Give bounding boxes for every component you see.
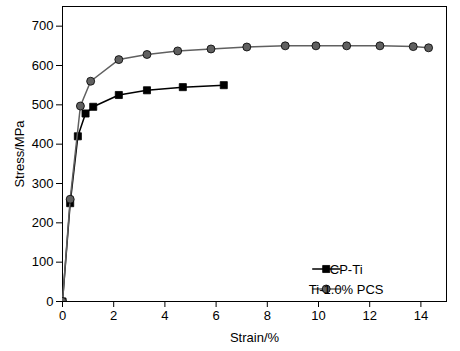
svg-text:200: 200 — [32, 215, 54, 230]
svg-text:0: 0 — [46, 294, 53, 309]
svg-text:300: 300 — [32, 176, 54, 191]
svg-text:4: 4 — [161, 308, 168, 323]
svg-text:0: 0 — [59, 308, 66, 323]
svg-text:700: 700 — [32, 18, 54, 33]
svg-text:10: 10 — [311, 308, 325, 323]
svg-text:Ti-1.0% PCS: Ti-1.0% PCS — [309, 282, 384, 297]
svg-text:Stress/MPa: Stress/MPa — [12, 120, 27, 188]
svg-text:CP-Ti: CP-Ti — [330, 262, 363, 277]
svg-text:Strain/%: Strain/% — [230, 330, 280, 345]
svg-text:14: 14 — [414, 308, 428, 323]
svg-text:2: 2 — [110, 308, 117, 323]
svg-text:500: 500 — [32, 97, 54, 112]
svg-text:400: 400 — [32, 136, 54, 151]
svg-text:6: 6 — [212, 308, 219, 323]
svg-text:12: 12 — [362, 308, 376, 323]
svg-text:600: 600 — [32, 58, 54, 73]
svg-text:100: 100 — [32, 254, 54, 269]
svg-text:8: 8 — [264, 308, 271, 323]
